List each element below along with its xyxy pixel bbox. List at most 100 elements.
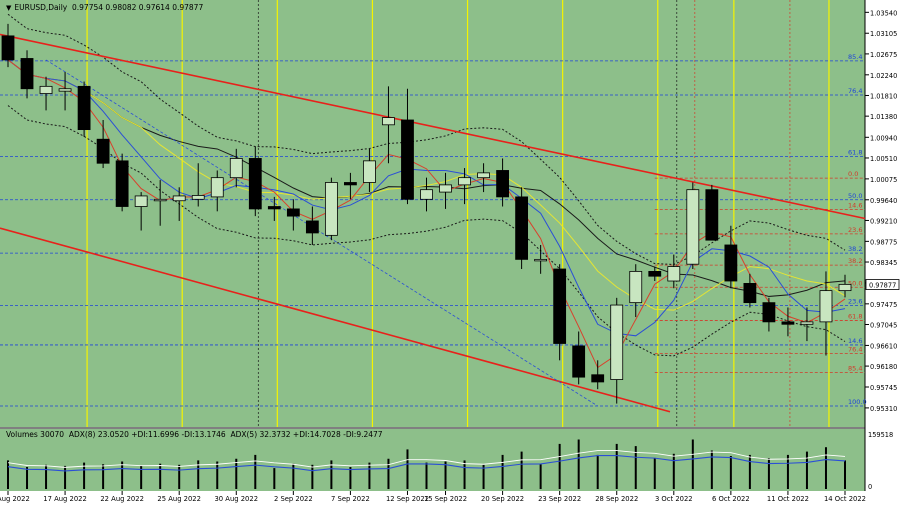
candle-bull (39, 85, 53, 94)
candle-bear (572, 345, 586, 378)
volume-bars (7, 439, 846, 489)
candle-bull (420, 189, 433, 200)
bollinger-lower (7, 105, 846, 357)
fib-blue-label: 38.2 (848, 245, 862, 253)
candle-bull (191, 195, 205, 200)
candle-bear (344, 182, 357, 186)
volume-zero-label: 0 (868, 483, 872, 491)
date-tick-label: 14 Oct 2022 (824, 495, 866, 503)
price-tick-label: 0.96610 (870, 342, 897, 350)
price-tick-label: 0.99210 (870, 217, 897, 225)
fib-red-label: 76.4 (848, 346, 862, 354)
fib-blue-label: 85.4 (848, 53, 862, 61)
date-tick-label: 12 Aug 2022 (0, 495, 30, 503)
date-tick-label: 30 Aug 2022 (214, 495, 258, 503)
candle-bull (477, 172, 490, 179)
candle-bull (382, 117, 395, 126)
date-tick-label: 20 Sep 2022 (481, 495, 524, 503)
candle-bull (458, 177, 471, 186)
candle-bear (553, 268, 567, 344)
chart-info: ▼ EURUSD,Daily 0.97754 0.98082 0.97614 0.… (6, 3, 203, 12)
ohlc-values: 0.97754 0.98082 0.97614 0.97877 (72, 3, 204, 12)
candle-bull (667, 266, 681, 282)
candle-bear (1, 35, 15, 61)
date-tick-label: 22 Aug 2022 (100, 495, 144, 503)
volume-max-label: 159518 (868, 431, 893, 439)
bollinger-upper (7, 13, 846, 265)
fib-blue-levels: 85.4 76.4 61.8 50.0 38.2 23.6 14.6 100.0 (0, 53, 867, 407)
candle-bear (705, 189, 719, 241)
candle-bull (534, 258, 548, 262)
trendline-upper (0, 33, 866, 220)
price-tick-label: 1.01810 (870, 92, 897, 100)
candle-bear (781, 321, 795, 325)
symbol-label: EURUSD,Daily (14, 3, 68, 12)
price-tick-label: 1.00075 (870, 176, 897, 184)
adx-white-line (7, 450, 846, 468)
candle-bear (496, 170, 509, 198)
price-tick-label: 1.00940 (870, 134, 897, 142)
dropdown-icon[interactable]: ▼ (6, 4, 12, 12)
candle-bear (115, 160, 129, 207)
candle-bear (762, 302, 776, 323)
candle-bear (286, 208, 300, 217)
candle-bull (838, 283, 852, 292)
price-tick-label: 1.02240 (870, 72, 897, 80)
volume-info: Volumes 30070 ADX(8) 23.0520 +DI:11.6996… (6, 430, 383, 439)
candle-bull (229, 158, 243, 179)
candle-bull (134, 195, 148, 207)
candle-bear (401, 119, 414, 200)
date-tick-label: 3 Oct 2022 (655, 495, 693, 503)
date-tick-label: 15 Sep 2022 (424, 495, 467, 503)
fib-red-label: 23.6 (848, 226, 862, 234)
volume-indicator-label: Volumes 30070 ADX(8) 23.0520 +DI:11.6996… (6, 430, 383, 439)
price-tick-label: 1.03105 (870, 30, 897, 38)
date-tick-label: 25 Aug 2022 (157, 495, 201, 503)
fib-blue-label: 100.0 (848, 398, 867, 406)
price-tick-label: 0.97045 (870, 322, 897, 330)
candles (1, 23, 852, 404)
candle-bull (610, 304, 624, 380)
fib-blue-label: 76.4 (848, 87, 862, 95)
fib-red-label: 85.4 (848, 364, 862, 372)
date-tick-label: 2 Sep 2022 (274, 495, 313, 503)
fib-red-label: 50.0 (848, 279, 862, 287)
candle-bull (686, 189, 700, 265)
fib-blue-label: 14.6 (848, 337, 862, 345)
volume-axis: 159518 0 (868, 431, 893, 491)
candle-bear (305, 220, 319, 234)
candle-bear (743, 283, 757, 304)
date-tick-label: 11 Oct 2022 (767, 495, 809, 503)
price-tick-label: 0.97475 (870, 301, 897, 309)
fib-blue-label: 23.6 (848, 298, 862, 306)
price-tick-label: 1.02675 (870, 51, 897, 59)
price-tick-label: 0.95745 (870, 384, 897, 392)
fib-red-label: 38.2 (848, 257, 862, 265)
candle-bear (648, 270, 662, 277)
price-tick-label: 0.95310 (870, 405, 897, 413)
fib-red-label: 0.0 (848, 170, 858, 178)
date-tick-label: 28 Sep 2022 (595, 495, 638, 503)
ma-blue-line (7, 59, 846, 337)
date-tick-label: 12 Sep 2022 (386, 495, 429, 503)
candle-bull (58, 88, 72, 92)
fib-blue-label: 61.8 (848, 149, 862, 157)
price-panel-bg (0, 0, 865, 427)
fib-red-levels: 0.0 14.6 23.6 38.2 50.0 61.8 76.4 85.4 (654, 170, 865, 373)
price-tick-label: 0.99640 (870, 197, 897, 205)
price-tag-text: 0.97877 (869, 282, 896, 290)
price-tick-label: 1.00510 (870, 155, 897, 163)
candle-bull (172, 195, 186, 202)
price-tick-label: 0.98345 (870, 259, 897, 267)
price-tick-label: 1.01380 (870, 113, 897, 121)
candle-bull (210, 177, 224, 198)
date-tick-label: 17 Aug 2022 (43, 495, 87, 503)
fib-red-label: 14.6 (848, 201, 862, 209)
trend-channel (0, 33, 866, 413)
candle-bear (248, 158, 262, 210)
candle-bear (515, 196, 529, 260)
candle-bull (153, 198, 167, 202)
candle-bull (800, 321, 814, 325)
fib-blue-label: 50.0 (848, 192, 862, 200)
